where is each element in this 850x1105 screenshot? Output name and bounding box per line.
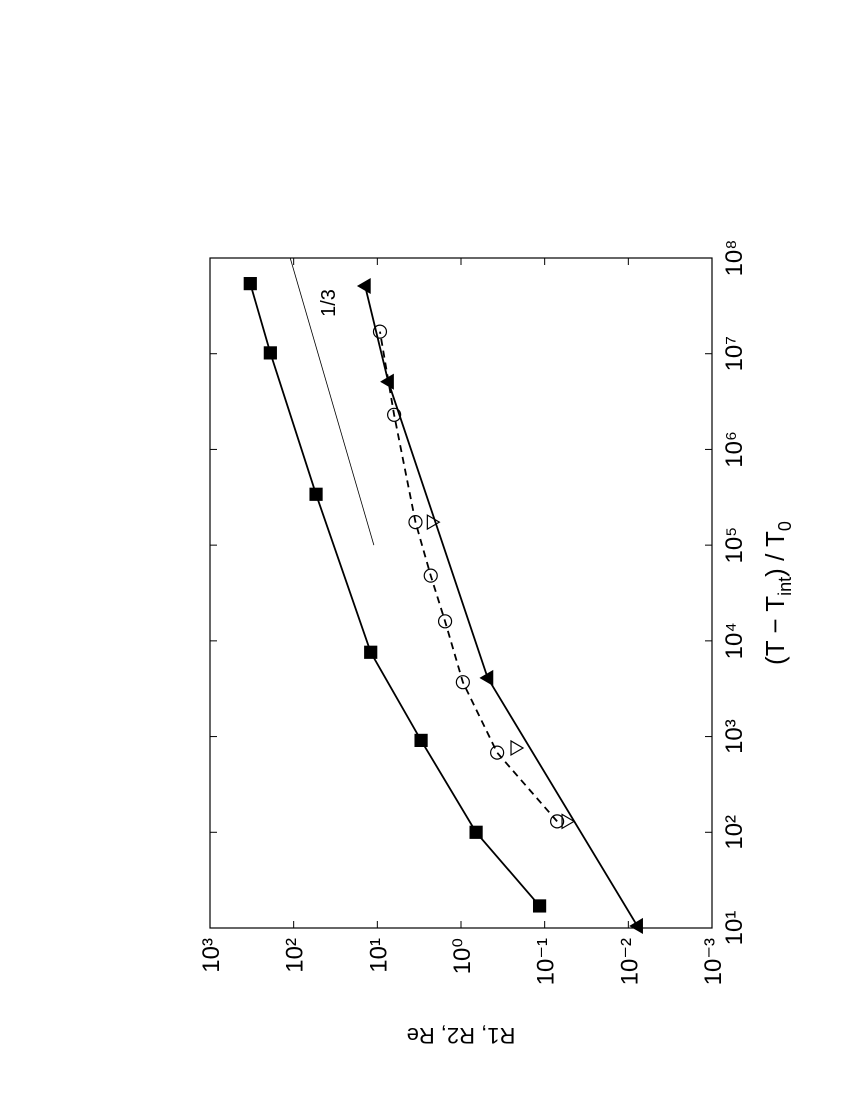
circle-marker [490,745,505,760]
series-line [249,283,541,907]
square-marker [263,346,277,360]
series-line [379,331,558,822]
square-marker [309,487,323,501]
y-tick-label: 10¹ [365,938,392,973]
square-marker [414,733,428,748]
x-tick-label: 10¹ [721,911,748,946]
plot-frame [209,257,713,929]
triangle-marker [426,514,441,531]
x-axis-label: (T − Tint) / T0 [760,521,795,665]
x-axis-label-part: ) / T [760,531,790,577]
y-tick-label: 10⁰ [449,938,476,974]
square-marker [469,825,483,839]
circle-marker [437,614,453,629]
square-marker [243,277,257,291]
reference-line [289,257,375,546]
triangle-marker [561,813,576,830]
y-tick-label: 10⁻³ [700,938,727,985]
reference-label: 1/3 [318,289,340,317]
triangle-marker [510,739,525,757]
triangle-marker [629,917,643,935]
x-tick-label: 10⁷ [721,336,748,371]
x-axis-label-subscript: int [775,577,795,596]
x-tick-label: 10⁸ [721,240,748,277]
circle-marker [423,568,438,583]
x-axis-label-part: (T − T [760,596,790,665]
triangle-marker [479,669,494,686]
y-tick-label: 10⁻¹ [533,938,560,985]
series-line [364,285,639,927]
circle-marker [372,324,388,339]
circle-marker [455,675,470,690]
x-tick-label: 10⁵ [721,527,748,564]
x-tick-label: 10³ [721,719,748,754]
circle-marker [408,515,423,530]
y-tick-label: 10⁻² [616,938,643,985]
circle-marker [387,407,402,422]
x-tick-label: 10⁶ [721,431,748,468]
y-tick-label: 10² [282,938,309,973]
square-marker [532,899,547,913]
y-axis-label: R1, R2, Re [407,1023,516,1048]
rotated-plot: 10¹ 10² 10³ 10⁴ 10⁵ 10⁶ 10⁷ 10⁸ 10⁻³ 10⁻² 10⁻¹ 10⁰ 1… [198,240,795,1048]
y-tick-label: 10³ [198,938,225,973]
triangle-marker [356,277,371,295]
x-tick-label: 10² [721,815,748,850]
square-marker [364,645,378,659]
x-tick-label: 10⁴ [721,622,748,659]
circle-marker [550,814,565,829]
x-axis-label-subscript: 0 [775,521,795,531]
